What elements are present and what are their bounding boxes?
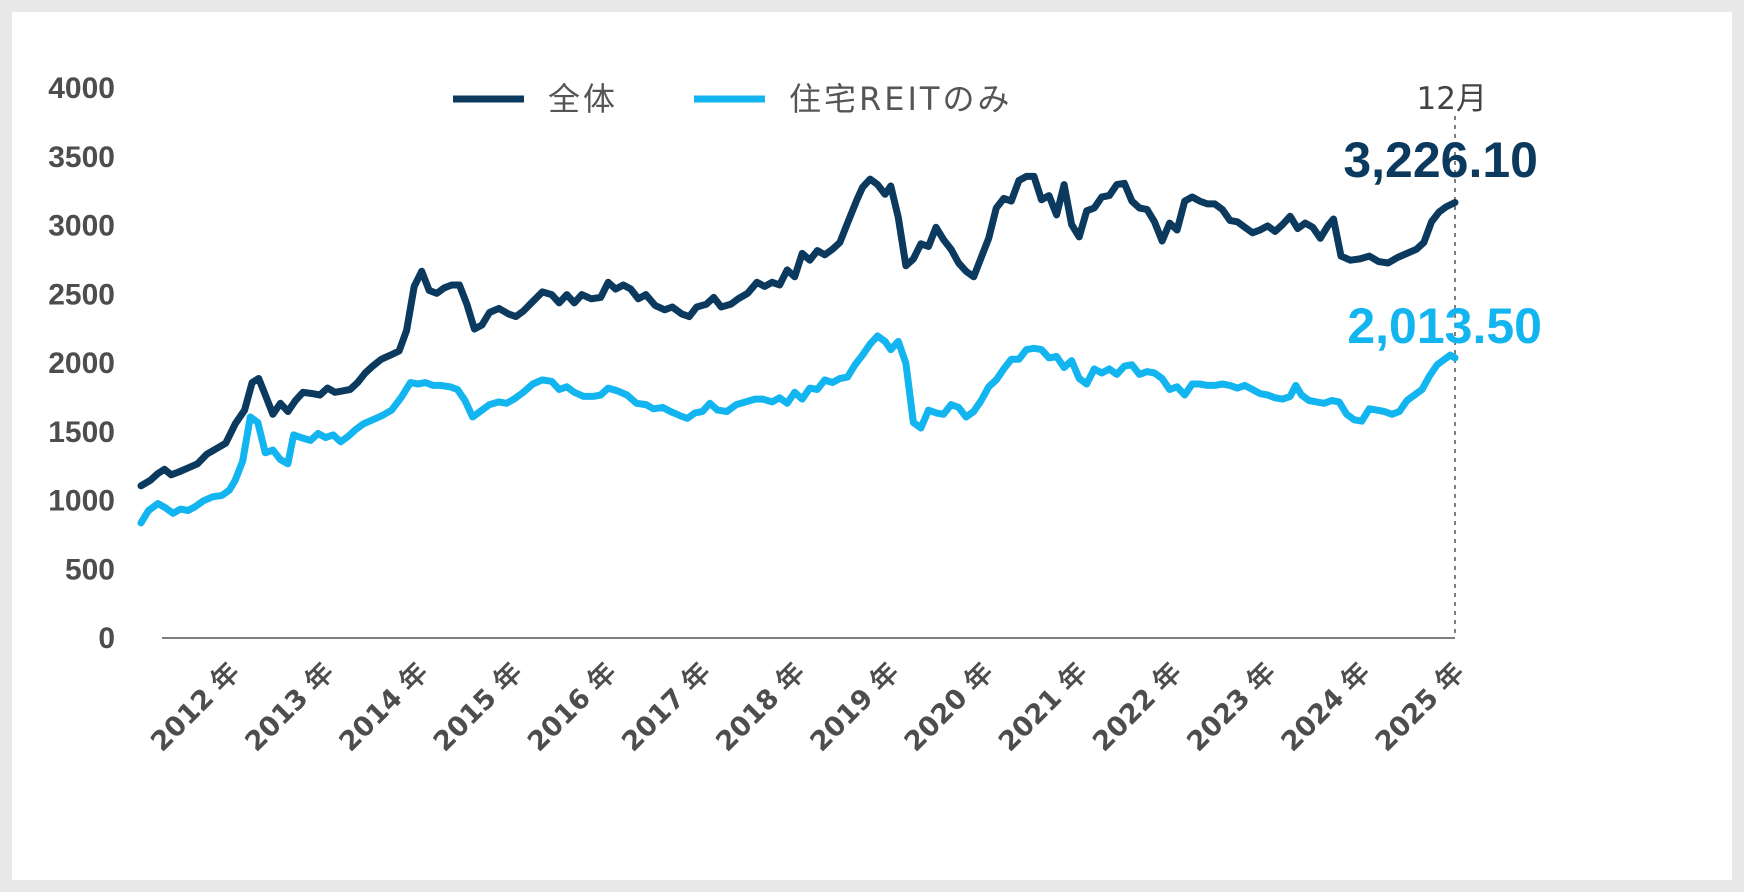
x-tick-label: 2015 年: [427, 656, 529, 758]
x-tick-label: 2013 年: [239, 656, 341, 758]
x-tick-label: 2018 年: [710, 656, 812, 758]
series-line-residential-reit: [137, 332, 1459, 527]
series-layer: [137, 172, 1459, 527]
x-tick-label: 2023 年: [1181, 656, 1283, 758]
y-tick-label: 1500: [48, 416, 115, 449]
x-tick-label: 2021 年: [992, 656, 1094, 758]
x-tick-label: 2019 年: [804, 656, 906, 758]
y-tick-label: 3000: [48, 210, 115, 243]
y-tick-label: 3500: [48, 141, 115, 174]
series-line-overall: [137, 172, 1459, 490]
y-axis: 0 500 1000 1500 2000 2500 3000 3500 4000: [48, 72, 115, 655]
x-tick-label: 2012 年: [144, 656, 246, 758]
x-tick-label: 2016 年: [521, 656, 623, 758]
y-tick-label: 2500: [48, 278, 115, 311]
legend: 全体 住宅REITのみ: [453, 80, 1012, 118]
legend-label-residential-reit: 住宅REITのみ: [789, 80, 1012, 118]
y-tick-label: 1000: [48, 485, 115, 518]
y-tick-label: 2000: [48, 347, 115, 380]
y-tick-label: 4000: [48, 72, 115, 105]
end-marker-label: 12月: [1417, 81, 1487, 117]
x-tick-label: 2017 年: [615, 656, 717, 758]
x-tick-label: 2014 年: [333, 656, 435, 758]
x-tick-label: 2025 年: [1369, 656, 1471, 758]
x-tick-label: 2022 年: [1086, 656, 1188, 758]
y-tick-label: 500: [65, 553, 115, 586]
y-tick-label: 0: [98, 622, 115, 655]
x-tick-label: 2020 年: [898, 656, 1000, 758]
legend-label-overall: 全体: [548, 80, 618, 118]
end-value-label-residential-reit: 2,013.50: [1347, 298, 1542, 354]
end-value-label-overall: 3,226.10: [1343, 132, 1538, 188]
x-tick-label: 2024 年: [1275, 656, 1377, 758]
